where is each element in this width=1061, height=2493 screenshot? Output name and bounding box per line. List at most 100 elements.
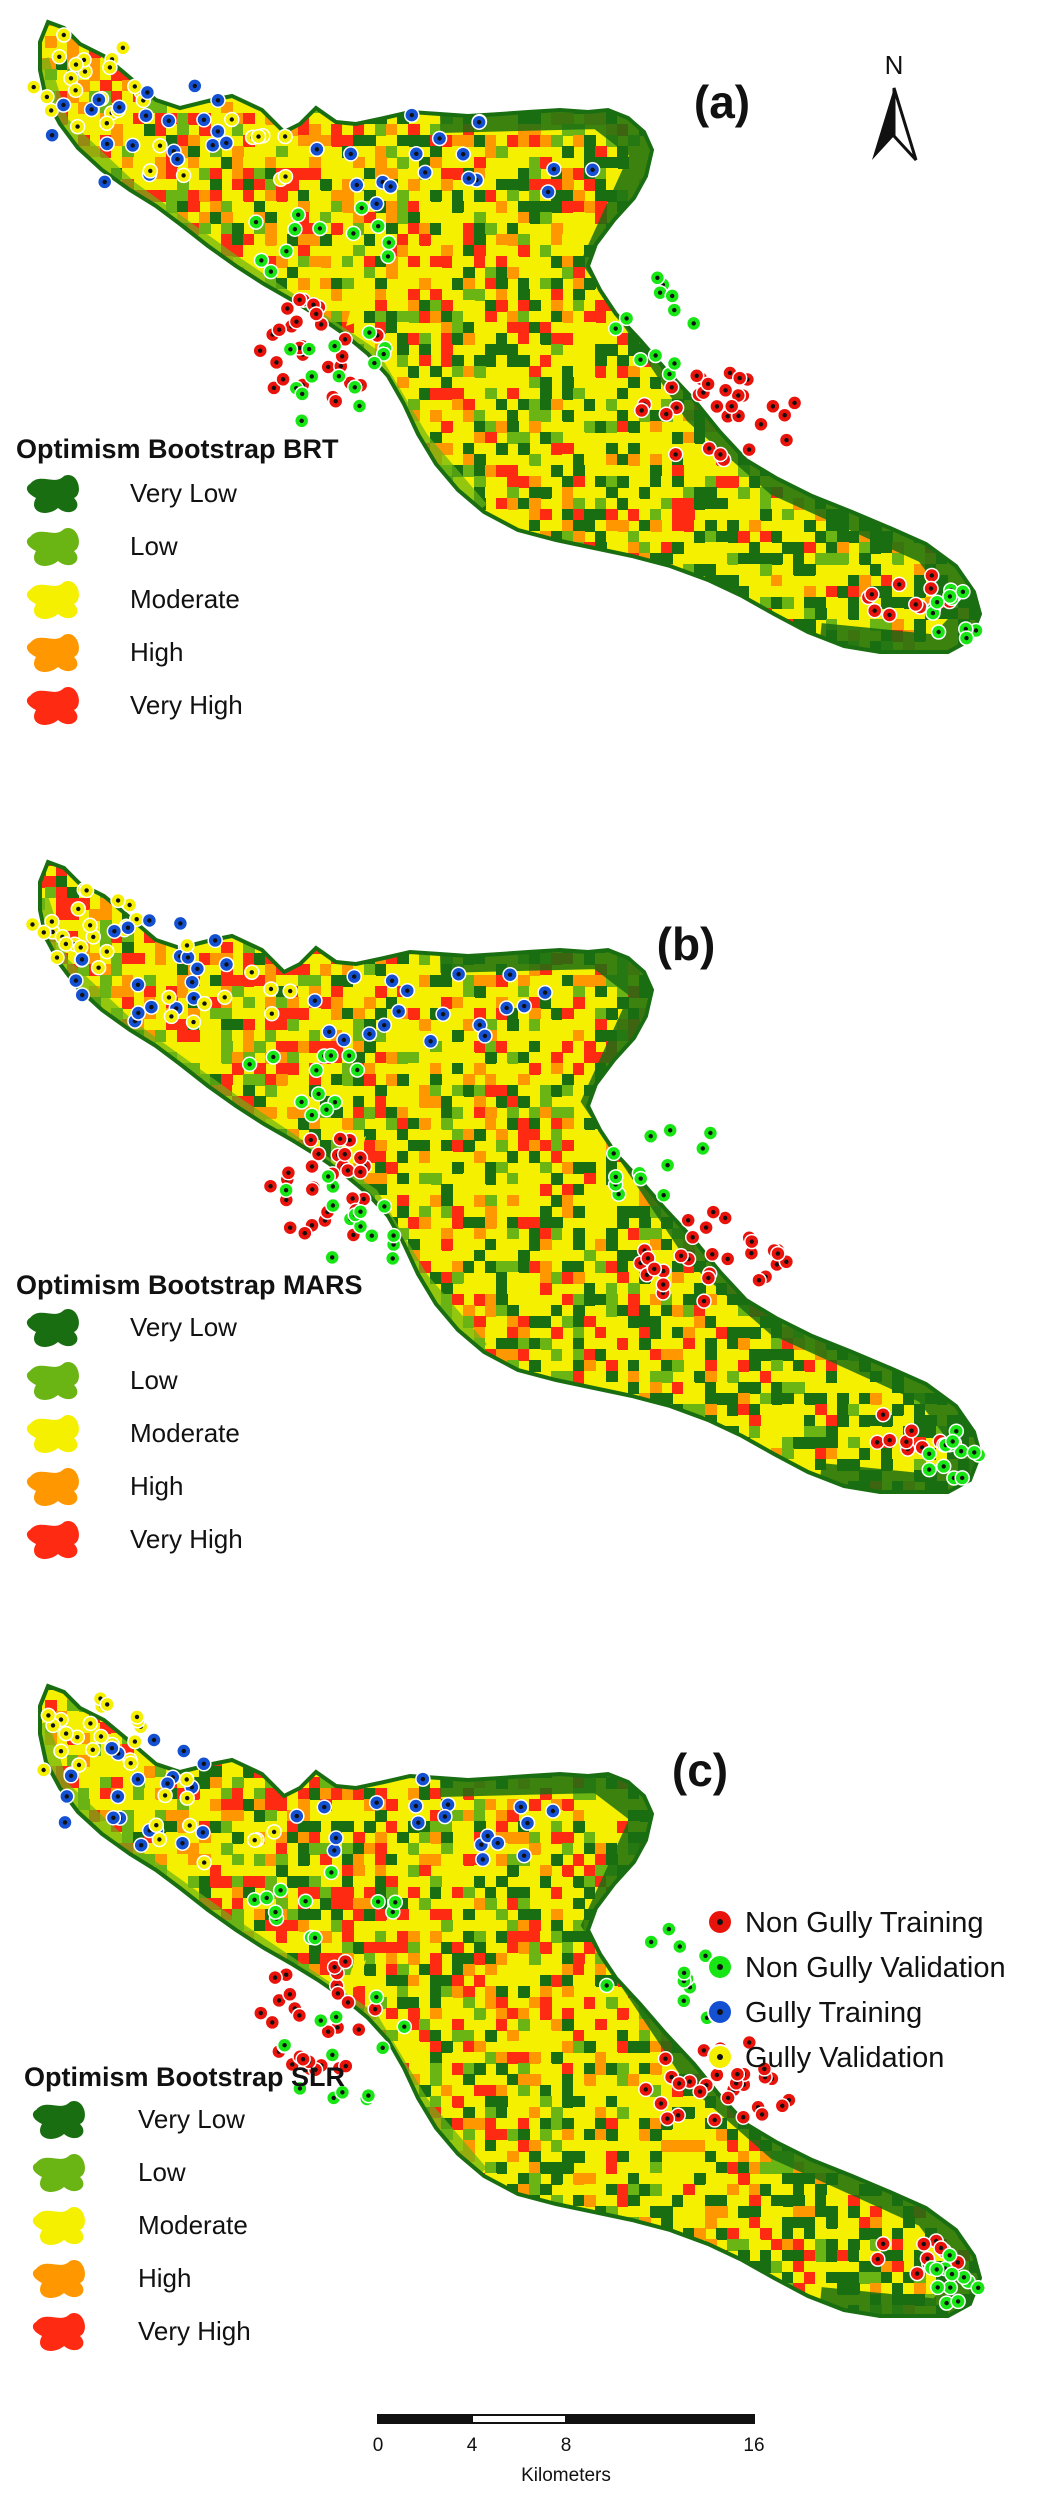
map-cell-moderate: [573, 399, 585, 411]
map-cell-high: [463, 410, 475, 422]
map-cell-very-low: [804, 997, 816, 1009]
map-cell-low: [430, 300, 442, 312]
map-cell-high: [441, 91, 453, 103]
map-cell-very-low: [518, 289, 530, 301]
map-cell-very-high: [463, 234, 475, 246]
map-cell-moderate: [771, 997, 783, 1009]
map-cell-moderate: [749, 564, 761, 576]
map-cell-high: [177, 91, 189, 103]
map-cell-low: [199, 168, 211, 180]
map-cell-very-high: [804, 22, 816, 26]
map-cell-high: [738, 865, 750, 877]
map-cell-very-high: [683, 520, 695, 532]
map-cell-moderate: [89, 223, 101, 235]
map-cell-very-high: [958, 964, 970, 976]
map-cell-very-low: [815, 898, 827, 910]
map-cell-low: [738, 234, 750, 246]
map-cell-high: [56, 1030, 68, 1042]
map-cell-very-low: [287, 652, 299, 664]
map-cell-moderate: [672, 278, 684, 290]
map-cell-moderate: [474, 652, 486, 664]
point-center: [300, 391, 305, 397]
map-cell-high: [606, 597, 618, 609]
map-cell-very-low: [243, 179, 255, 191]
map-cell-low: [661, 36, 673, 48]
map-cell-moderate: [815, 300, 827, 312]
map-cell-low: [958, 135, 970, 147]
map-cell-low: [232, 278, 244, 290]
map-cell-very-high: [507, 388, 519, 400]
map-cell-low: [848, 69, 860, 81]
sample-point-gully-validation: [25, 79, 42, 95]
sample-point-gully-training: [471, 114, 487, 130]
map-cell-low: [177, 876, 189, 888]
map-cell-moderate: [210, 465, 222, 477]
map-cell-moderate: [870, 388, 882, 400]
map-cell-very-low: [639, 520, 651, 532]
map-cell-very-low: [320, 234, 332, 246]
map-cell-very-low: [364, 168, 376, 180]
map-cell-very-high: [782, 887, 794, 899]
map-cell-moderate: [584, 322, 596, 334]
map-cell-moderate: [441, 278, 453, 290]
map-cell-very-high: [573, 997, 585, 1009]
map-cell-high: [551, 865, 563, 877]
map-cell-moderate: [408, 267, 420, 279]
map-cell-moderate: [551, 1041, 563, 1053]
map-cell-high: [40, 1052, 46, 1064]
map-cell-very-high: [111, 223, 123, 235]
map-cell-high: [408, 862, 420, 866]
map-cell-very-low: [309, 575, 321, 587]
map-cell-moderate: [584, 564, 596, 576]
map-cell-moderate: [771, 586, 783, 598]
map-cell-very-high: [881, 168, 893, 180]
legend-title-a: Optimism Bootstrap BRT: [16, 434, 339, 464]
map-cell-very-low: [705, 223, 717, 235]
map-cell-high: [342, 876, 354, 888]
map-cell-very-low: [804, 124, 816, 136]
map-cell-very-low: [793, 377, 805, 389]
map-cell-high: [78, 862, 90, 866]
map-cell-very-high: [177, 1030, 189, 1042]
map-cell-very-low: [529, 36, 541, 48]
map-cell-very-high: [738, 964, 750, 976]
north-label: N: [885, 50, 904, 80]
map-cell-low: [408, 311, 420, 323]
map-cell-very-low: [958, 47, 970, 59]
map-cell-moderate: [265, 201, 277, 213]
map-cell-moderate: [606, 898, 618, 910]
map-cell-low: [419, 333, 431, 345]
map-cell-moderate: [914, 432, 926, 444]
map-cell-high: [89, 245, 101, 257]
map-cell-very-low: [408, 498, 420, 510]
map-cell-very-low: [342, 630, 354, 642]
map-cell-moderate: [617, 652, 629, 664]
map-cell-moderate: [683, 1008, 695, 1020]
map-cell-moderate: [683, 454, 695, 466]
map-cell-high: [67, 201, 79, 213]
map-cell-very-low: [650, 300, 662, 312]
map-cell-very-low: [826, 278, 838, 290]
map-cell-very-high: [40, 1019, 46, 1031]
map-cell-moderate: [166, 179, 178, 191]
map-cell-moderate: [507, 909, 519, 921]
map-cell-very-high: [408, 898, 420, 910]
map-cell-very-low: [925, 91, 937, 103]
map-cell-very-low: [507, 179, 519, 191]
map-cell-moderate: [837, 964, 849, 976]
map-cell-very-low: [936, 58, 948, 70]
map-cell-very-low: [782, 278, 794, 290]
map-cell-very-low: [892, 322, 904, 334]
map-cell-high: [342, 190, 354, 202]
map-cell-moderate: [760, 432, 772, 444]
point-center: [672, 307, 677, 313]
basin-map-b: [40, 862, 980, 1492]
map-cell-very-low: [936, 212, 948, 224]
map-cell-very-low: [749, 942, 761, 954]
map-cell-moderate: [606, 498, 618, 510]
point-center: [964, 635, 969, 641]
map-cell-high: [276, 498, 288, 510]
sample-point-gully-training: [343, 146, 359, 162]
map-cell-high: [320, 47, 332, 59]
map-cell-high: [507, 641, 519, 652]
